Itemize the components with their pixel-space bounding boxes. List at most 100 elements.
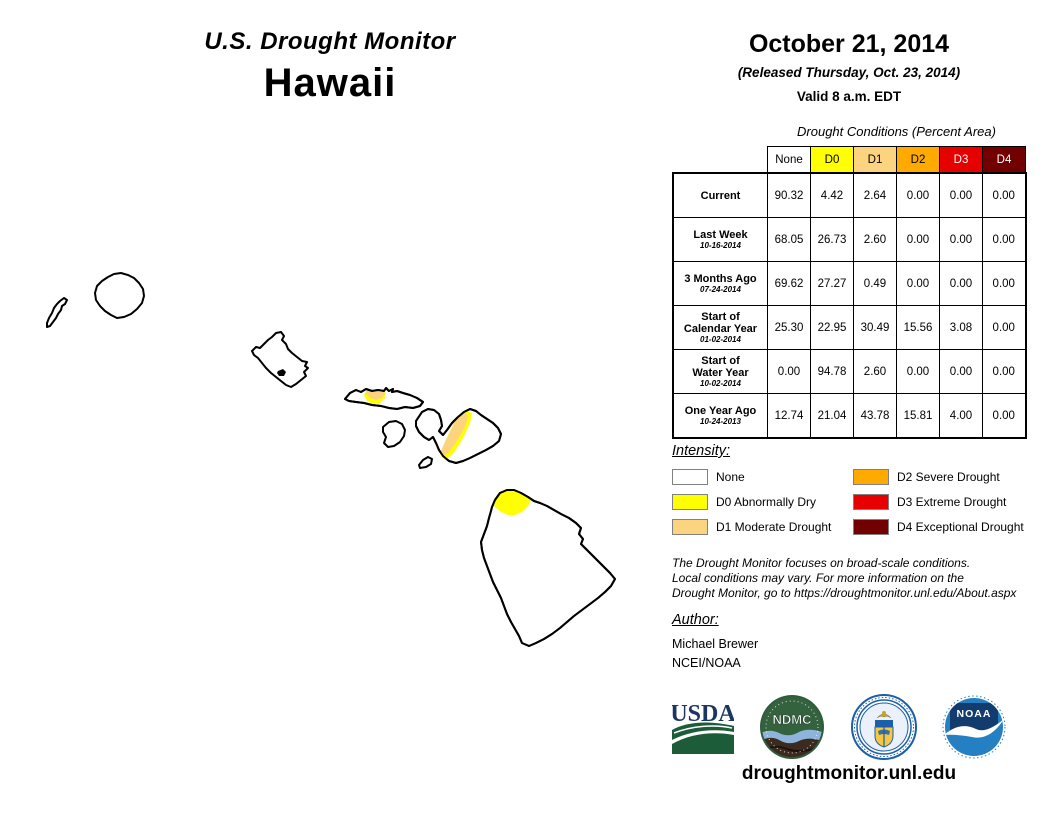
value-cell: 0.00 <box>896 261 940 306</box>
row-header: Start of Water Year 10-02-2014 <box>672 349 768 394</box>
drought-monitor-url[interactable]: droughtmonitor.unl.edu <box>741 763 957 784</box>
value-cell: 22.95 <box>810 305 854 350</box>
legend-label: D3 Extreme Drought <box>897 494 1007 509</box>
table-row-last-week: Last Week 10-16-2014 68.05 26.73 2.60 0.… <box>672 217 1027 262</box>
table-title: Drought Conditions (Percent Area) <box>797 124 996 139</box>
value-cell: 0.00 <box>982 349 1027 394</box>
value-cell: 69.62 <box>767 261 811 306</box>
legend-item-d1: D1 Moderate Drought <box>672 518 832 535</box>
legend-column-left: None D0 Abnormally Dry D1 Moderate Droug… <box>672 468 832 544</box>
legend-label: None <box>716 469 745 484</box>
value-cell: 30.49 <box>853 305 897 350</box>
value-cell: 0.00 <box>982 217 1027 262</box>
value-cell: 0.00 <box>896 349 940 394</box>
table-row-start-calendar-year: Start of Calendar Year 01-02-2014 25.30 … <box>672 305 1027 350</box>
row-header: Current <box>672 172 768 218</box>
value-cell: 0.00 <box>896 172 940 218</box>
legend-swatch-d2 <box>853 468 889 485</box>
col-header-d2: D2 <box>896 146 940 174</box>
value-cell: 0.00 <box>896 217 940 262</box>
disclaimer-line: The Drought Monitor focuses on broad-sca… <box>672 556 971 570</box>
noaa-logo: NOAA <box>942 695 1006 759</box>
value-cell: 3.08 <box>939 305 983 350</box>
legend-swatch-d0 <box>672 493 708 510</box>
row-header: One Year Ago 10-24-2013 <box>672 393 768 439</box>
report-title: U.S. Drought Monitor <box>204 28 456 55</box>
map-date: October 21, 2014 <box>748 30 950 58</box>
island-maui <box>415 408 502 464</box>
value-cell: 0.00 <box>982 172 1027 218</box>
value-cell: 2.60 <box>853 349 897 394</box>
legend-item-d0: D0 Abnormally Dry <box>672 493 831 510</box>
col-header-d4: D4 <box>982 146 1026 174</box>
value-cell: 27.27 <box>810 261 854 306</box>
legend-label: D1 Moderate Drought <box>716 519 832 534</box>
row-label-line2: Calendar Year <box>683 322 758 335</box>
value-cell: 0.00 <box>982 393 1027 439</box>
legend-title: Intensity: <box>672 443 731 459</box>
value-cell: 12.74 <box>767 393 811 439</box>
row-date: 10-16-2014 <box>700 240 741 250</box>
value-cell: 90.32 <box>767 172 811 218</box>
value-cell: 0.00 <box>939 172 983 218</box>
author-name: Michael Brewer <box>672 637 759 651</box>
title-block: U.S. Drought Monitor Hawaii <box>0 28 660 106</box>
island-lanai <box>382 420 406 448</box>
disclaimer-line: Drought Monitor, go to https://droughtmo… <box>672 586 1017 600</box>
row-date: 07-24-2014 <box>700 284 741 294</box>
legend-swatch-d3 <box>853 493 889 510</box>
date-block: October 21, 2014 (Released Thursday, Oct… <box>672 30 1026 104</box>
value-cell: 25.30 <box>767 305 811 350</box>
legend-swatch-none <box>672 468 708 485</box>
row-date: 10-02-2014 <box>700 378 741 388</box>
molokai-d1-area <box>366 390 385 400</box>
value-cell: 2.60 <box>853 217 897 262</box>
disclaimer-text: The Drought Monitor focuses on broad-sca… <box>672 556 1052 601</box>
row-label: 3 Months Ago <box>684 272 757 285</box>
island-niihau <box>46 297 68 328</box>
value-cell: 4.00 <box>939 393 983 439</box>
value-cell: 2.64 <box>853 172 897 218</box>
legend-swatch-d4 <box>853 518 889 535</box>
hawaii-drought-map <box>46 272 616 647</box>
legend-column-right: D2 Severe Drought D3 Extreme Drought D4 … <box>853 468 1024 544</box>
island-kahoolawe <box>418 456 433 469</box>
value-cell: 0.00 <box>939 217 983 262</box>
legend-label: D0 Abnormally Dry <box>716 494 817 509</box>
intensity-legend: Intensity: None D0 Abnormally Dry D1 Mod… <box>672 443 1032 535</box>
value-cell: 15.81 <box>896 393 940 439</box>
table-row-current: Current 90.32 4.42 2.64 0.00 0.00 0.00 <box>672 172 1027 218</box>
value-cell: 68.05 <box>767 217 811 262</box>
row-label: Start of <box>701 310 740 323</box>
value-cell: 43.78 <box>853 393 897 439</box>
col-header-d1: D1 <box>853 146 897 174</box>
maui-d1-area <box>441 412 468 456</box>
row-label: One Year Ago <box>684 404 757 417</box>
value-cell: 15.56 <box>896 305 940 350</box>
disclaimer-line: Local conditions may vary. For more info… <box>672 571 964 585</box>
row-header: Start of Calendar Year 01-02-2014 <box>672 305 768 350</box>
island-kauai <box>94 272 145 319</box>
row-label: Current <box>700 189 741 202</box>
value-cell: 0.00 <box>982 261 1027 306</box>
col-header-d3: D3 <box>939 146 983 174</box>
author-heading: Author: <box>672 612 719 628</box>
island-molokai <box>344 387 424 410</box>
noaa-text: NOAA <box>957 708 992 720</box>
release-date: (Released Thursday, Oct. 23, 2014) <box>737 65 961 80</box>
legend-item-d2: D2 Severe Drought <box>853 468 1024 485</box>
hawaii-d0-area <box>493 490 531 515</box>
legend-item-d4: D4 Exceptional Drought <box>853 518 1024 535</box>
valid-time: Valid 8 a.m. EDT <box>796 89 902 104</box>
row-header: 3 Months Ago 07-24-2014 <box>672 261 768 306</box>
logo-row: USDA NDMC <box>672 694 1006 760</box>
value-cell: 94.78 <box>810 349 854 394</box>
table-corner-cell <box>673 146 768 173</box>
col-header-d0: D0 <box>810 146 854 174</box>
ndmc-text: NDMC <box>773 712 813 727</box>
value-cell: 0.00 <box>767 349 811 394</box>
ndmc-logo: NDMC <box>760 695 825 759</box>
legend-item-d3: D3 Extreme Drought <box>853 493 1024 510</box>
value-cell: 0.49 <box>853 261 897 306</box>
table-header-row: None D0 D1 D2 D3 D4 <box>673 146 1026 174</box>
